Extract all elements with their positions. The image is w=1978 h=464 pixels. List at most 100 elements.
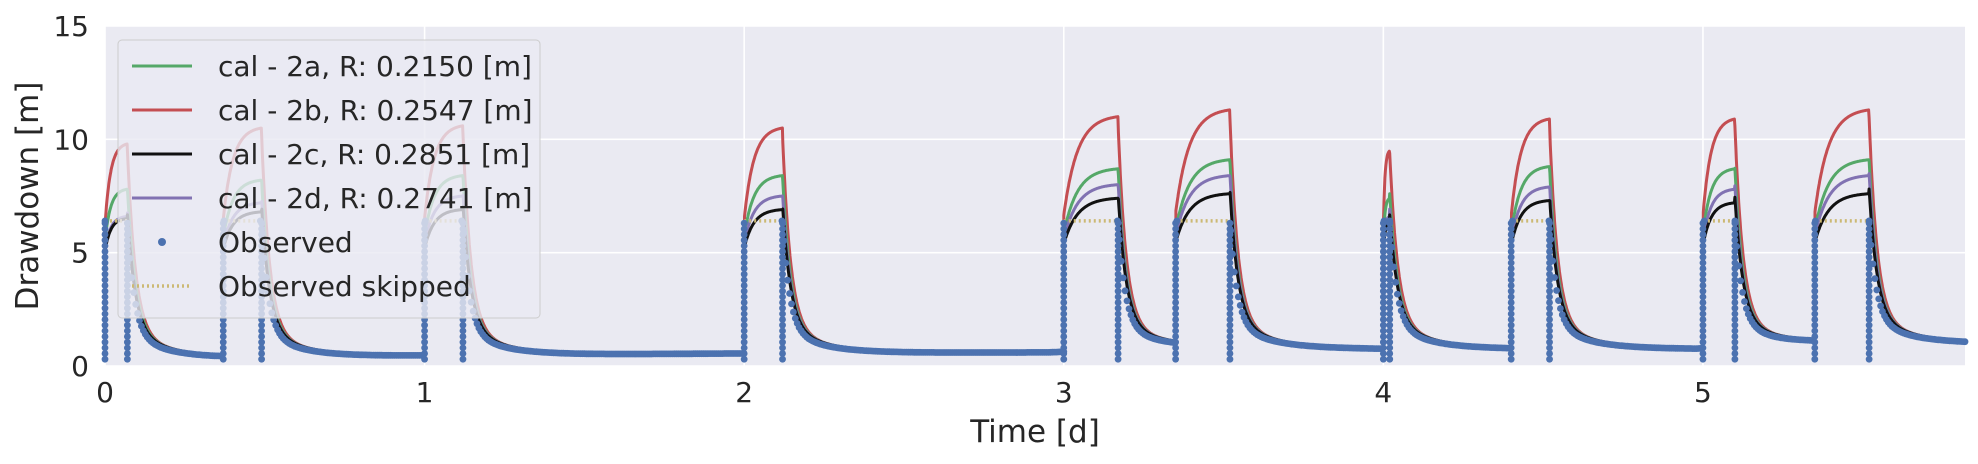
- observed-point: [740, 293, 748, 301]
- observed-point: [101, 327, 109, 335]
- observed-point: [1172, 355, 1180, 363]
- observed-point: [1699, 225, 1707, 233]
- observed-point: [740, 236, 748, 244]
- observed-point: [1507, 253, 1515, 261]
- observed-point: [1546, 293, 1553, 301]
- observed-point: [1731, 259, 1739, 267]
- observed-point: [1226, 259, 1234, 267]
- observed-point: [1811, 282, 1819, 289]
- observed-point: [1507, 304, 1515, 312]
- observed-point: [123, 344, 131, 352]
- observed-point: [740, 316, 748, 323]
- observed-point: [459, 338, 467, 346]
- observed-point: [1865, 265, 1873, 272]
- observed-point: [1392, 278, 1399, 286]
- observed-point: [1386, 316, 1394, 323]
- observed-point: [1114, 333, 1122, 340]
- observed-point: [1379, 270, 1387, 278]
- observed-point: [1386, 276, 1394, 284]
- observed-point: [1731, 248, 1739, 255]
- observed-point: [779, 299, 786, 306]
- observed-point: [421, 344, 428, 352]
- observed-point: [1114, 287, 1122, 295]
- observed-point: [1551, 274, 1558, 281]
- observed-point: [1507, 321, 1515, 329]
- observed-point: [740, 321, 748, 329]
- observed-point: [1114, 293, 1122, 301]
- observed-point: [1060, 299, 1068, 306]
- observed-point: [1238, 308, 1246, 316]
- observed-point: [1731, 225, 1739, 233]
- observed-point: [1546, 225, 1553, 233]
- observed-point: [1811, 350, 1819, 357]
- observed-point: [1699, 242, 1707, 250]
- observed-point: [1379, 282, 1387, 289]
- observed-point: [1731, 350, 1739, 357]
- observed-point: [1379, 350, 1387, 357]
- observed-point: [1232, 282, 1240, 290]
- observed-point: [101, 270, 109, 278]
- observed-point: [1731, 338, 1739, 346]
- observed-point: [101, 338, 109, 346]
- observed-point: [1114, 265, 1122, 272]
- observed-point: [1507, 316, 1515, 323]
- observed-point: [258, 350, 265, 357]
- observed-point: [740, 338, 748, 346]
- x-tick-label: 4: [1374, 376, 1392, 409]
- x-tick-label: 0: [96, 376, 114, 409]
- observed-point: [1546, 316, 1553, 323]
- observed-point: [1731, 287, 1739, 295]
- observed-point: [1114, 225, 1122, 233]
- observed-point: [1877, 302, 1884, 310]
- observed-point: [1226, 242, 1234, 250]
- observed-point: [1507, 299, 1515, 306]
- observed-point: [1546, 327, 1553, 335]
- observed-point: [1386, 299, 1394, 306]
- observed-point: [459, 350, 467, 357]
- observed-point: [123, 321, 131, 329]
- observed-point: [1386, 248, 1394, 255]
- observed-point: [1811, 293, 1819, 301]
- observed-point: [1811, 310, 1819, 318]
- observed-point: [1123, 297, 1131, 305]
- observed-point: [1379, 338, 1387, 346]
- series-layer: [101, 108, 1969, 363]
- observed-point: [1226, 333, 1234, 340]
- observed-point: [740, 231, 748, 238]
- observed-point: [1394, 290, 1401, 298]
- observed-point: [1811, 225, 1819, 233]
- observed-point: [1865, 304, 1873, 312]
- legend-label-cal-2a: cal - 2a, R: 0.2150 [m]: [218, 50, 532, 83]
- observed-point: [1236, 302, 1244, 309]
- observed-point: [1060, 316, 1068, 323]
- observed-point: [1386, 236, 1394, 244]
- observed-point: [1731, 327, 1739, 335]
- observed-point: [1699, 333, 1707, 340]
- observed-point: [1060, 253, 1068, 261]
- observed-point: [1114, 338, 1122, 346]
- observed-point: [101, 355, 109, 363]
- observed-point: [779, 338, 786, 346]
- observed-point: [1386, 265, 1394, 272]
- observed-point: [1172, 299, 1180, 306]
- observed-point: [1172, 242, 1180, 250]
- observed-point: [740, 242, 748, 250]
- observed-point: [1699, 338, 1707, 346]
- observed-point: [1507, 333, 1515, 340]
- observed-point: [101, 344, 109, 352]
- observed-point: [421, 327, 428, 335]
- observed-point: [1386, 321, 1394, 329]
- observed-point: [1546, 236, 1553, 244]
- observed-point: [1386, 310, 1394, 318]
- observed-point: [1961, 338, 1969, 346]
- observed-point: [788, 300, 795, 308]
- observed-point: [1114, 310, 1122, 318]
- observed-point: [1060, 282, 1068, 289]
- observed-point: [1172, 225, 1180, 233]
- observed-point: [779, 242, 786, 250]
- observed-point: [1865, 293, 1873, 301]
- observed-point: [1699, 248, 1707, 255]
- observed-point: [740, 248, 748, 255]
- legend-label-cal-2b: cal - 2b, R: 0.2547 [m]: [218, 94, 533, 127]
- observed-point: [1546, 282, 1553, 289]
